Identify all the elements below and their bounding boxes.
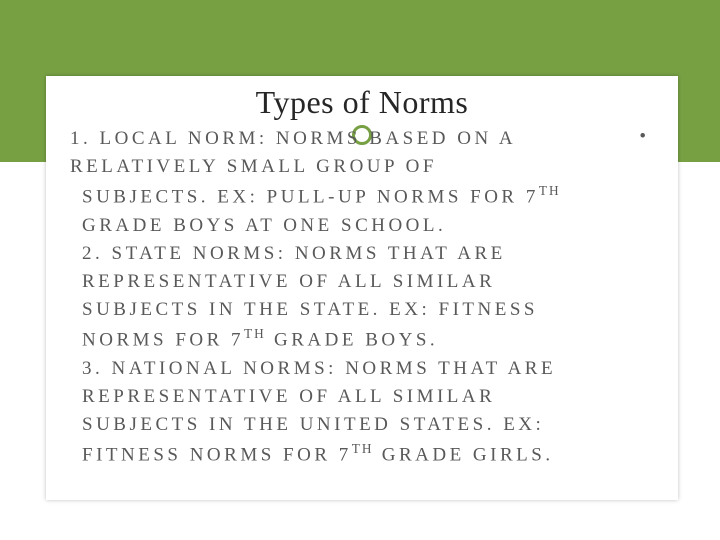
- body-line: SUBJECTS IN THE UNITED STATES. EX:: [82, 411, 654, 439]
- body-line: 1. LOCAL NORM: NORMS BASED ON A: [70, 125, 654, 153]
- slide-content-box: Types of Norms • 1. LOCAL NORM: NORMS BA…: [46, 76, 678, 500]
- slide-title: Types of Norms: [46, 84, 678, 121]
- body-line: GRADE BOYS AT ONE SCHOOL.: [82, 212, 654, 240]
- body-line: NORMS FOR 7TH GRADE BOYS.: [82, 324, 654, 354]
- slide-body: 1. LOCAL NORM: NORMS BASED ON A RELATIVE…: [46, 121, 678, 469]
- body-line: 3. NATIONAL NORMS: NORMS THAT ARE: [82, 355, 654, 383]
- body-line: RELATIVELY SMALL GROUP OF: [70, 153, 654, 181]
- body-line: REPRESENTATIVE OF ALL SIMILAR: [82, 268, 654, 296]
- body-line: 2. STATE NORMS: NORMS THAT ARE: [82, 240, 654, 268]
- body-line: SUBJECTS. EX: PULL-UP NORMS FOR 7TH: [82, 181, 654, 211]
- body-line: REPRESENTATIVE OF ALL SIMILAR: [82, 383, 654, 411]
- body-line: SUBJECTS IN THE STATE. EX: FITNESS: [82, 296, 654, 324]
- body-line: FITNESS NORMS FOR 7TH GRADE GIRLS.: [82, 439, 654, 469]
